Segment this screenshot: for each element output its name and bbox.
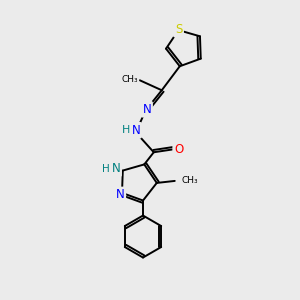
Text: N: N [131, 124, 140, 137]
Text: N: N [111, 162, 120, 175]
Text: CH₃: CH₃ [182, 176, 198, 185]
Text: S: S [175, 22, 182, 36]
Text: H: H [102, 164, 110, 174]
Text: H: H [122, 125, 130, 135]
Text: N: N [142, 103, 151, 116]
Text: N: N [116, 188, 124, 201]
Text: O: O [174, 143, 183, 156]
Text: CH₃: CH₃ [121, 75, 138, 84]
